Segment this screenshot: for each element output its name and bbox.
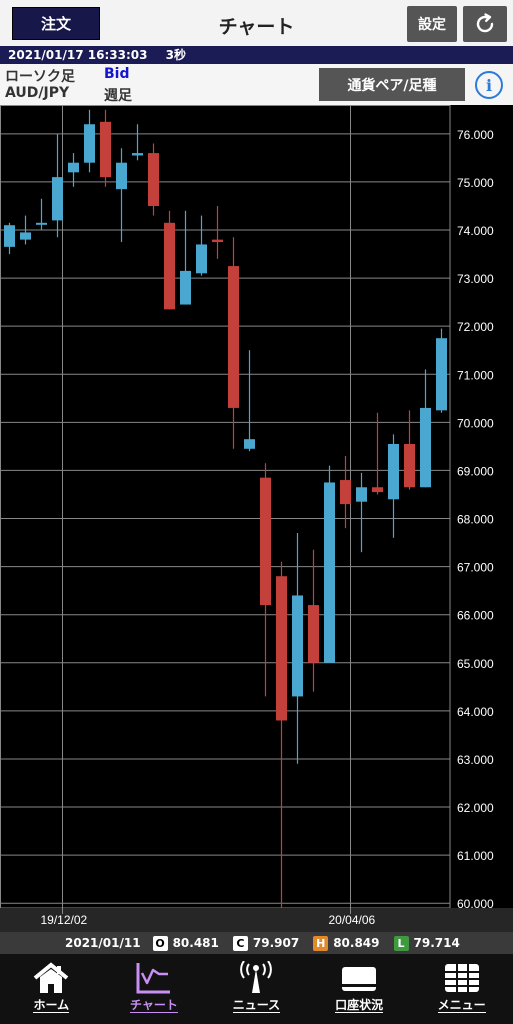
y-tick-label: 72.000 <box>457 320 494 334</box>
tab-chart[interactable]: チャート <box>103 954 206 1024</box>
candle-body-up <box>244 439 255 449</box>
y-tick-label: 67.000 <box>457 561 494 575</box>
candle-body-down <box>276 576 287 721</box>
candle-body-down <box>228 266 239 408</box>
tab-home-label: ホーム <box>33 998 70 1013</box>
y-tick-label: 64.000 <box>457 705 494 719</box>
home-icon <box>31 961 71 995</box>
open-value: 80.481 <box>172 936 219 950</box>
candle-body-up <box>20 232 31 240</box>
candle-body-down <box>148 153 159 206</box>
y-tick-label: 68.000 <box>457 513 494 527</box>
ohlc-date: 2021/01/11 <box>65 936 141 950</box>
candle-body-up <box>324 482 335 663</box>
candle-body-up <box>388 443 399 500</box>
bottom-tab-bar: ホーム チャート ニュース <box>0 954 513 1024</box>
currency-pair-label: AUD/JPY <box>5 85 70 101</box>
refresh-icon <box>476 13 494 33</box>
candle-body-up <box>36 222 47 225</box>
news-icon <box>233 961 279 995</box>
y-tick-label: 63.000 <box>457 753 494 767</box>
candle-body-down <box>308 605 319 663</box>
chart-settings-bar: ローソク足 AUD/JPY Bid 週足 通貨ペア/足種 i <box>0 64 513 105</box>
y-tick-label: 69.000 <box>457 464 494 478</box>
candle-body-up <box>420 407 431 488</box>
y-tick-label: 60.000 <box>457 897 494 911</box>
tab-menu-label: メニュー <box>437 998 486 1013</box>
timestamp: 2021/01/17 16:33:03 <box>8 48 148 62</box>
x-tick-label: 20/04/06 <box>329 913 376 927</box>
ohlc-bar: 2021/01/11 O 80.481 C 79.907 H 80.849 L … <box>0 932 513 954</box>
low-value: 79.714 <box>413 936 460 950</box>
candle-body-up <box>52 177 63 221</box>
candle-body-up <box>196 244 207 274</box>
candle-body-down <box>260 477 271 606</box>
x-tick-label: 19/12/02 <box>41 913 88 927</box>
candle-body-down <box>340 480 351 505</box>
header-bar: 注文 チャート 設定 <box>0 0 513 46</box>
y-tick-label: 70.000 <box>457 416 494 430</box>
tab-news-label: ニュース <box>232 998 281 1013</box>
account-icon <box>339 961 379 995</box>
tab-menu[interactable]: メニュー <box>410 954 513 1024</box>
tab-chart-label: チャート <box>129 998 178 1013</box>
candle-body-up <box>68 162 79 173</box>
candle-body-up <box>356 487 367 502</box>
price-type-label: Bid <box>104 66 130 82</box>
chart-icon <box>134 961 174 995</box>
tab-home[interactable]: ホーム <box>0 954 103 1024</box>
candle-body-down <box>212 239 223 243</box>
candle-body-up <box>4 225 15 247</box>
y-tick-label: 75.000 <box>457 176 494 190</box>
y-tick-label: 62.000 <box>457 801 494 815</box>
x-axis-band <box>0 908 513 932</box>
y-tick-label: 71.000 <box>457 368 494 382</box>
candle-body-down <box>100 121 111 178</box>
menu-icon <box>442 961 482 995</box>
y-tick-label: 76.000 <box>457 128 494 142</box>
close-value: 79.907 <box>252 936 300 950</box>
candle-body-down <box>164 222 175 310</box>
info-icon[interactable]: i <box>475 71 503 99</box>
open-badge: O <box>152 935 168 951</box>
candle-body-up <box>436 338 447 411</box>
order-button[interactable]: 注文 <box>12 7 100 40</box>
info-bar: 2021/01/17 16:33:03 3秒 <box>0 46 513 64</box>
candle-body-up <box>116 162 127 190</box>
candle-body-down <box>372 487 383 493</box>
settings-button[interactable]: 設定 <box>407 6 457 42</box>
candle-body-up <box>84 124 95 163</box>
y-tick-label: 66.000 <box>457 609 494 623</box>
y-tick-label: 65.000 <box>457 657 494 671</box>
plot-border <box>0 105 451 909</box>
close-badge: C <box>232 935 248 951</box>
tab-news[interactable]: ニュース <box>205 954 308 1024</box>
candle-body-up <box>292 595 303 697</box>
y-tick-label: 74.000 <box>457 224 494 238</box>
pair-period-button[interactable]: 通貨ペア/足種 <box>319 68 465 101</box>
tab-account-label: 口座状況 <box>335 998 384 1013</box>
chart-svg: 76.000 75.000 74.000 73.000 72.000 71.000 70.0… <box>0 105 513 932</box>
tab-account[interactable]: 口座状況 <box>308 954 411 1024</box>
low-badge: L <box>393 935 409 951</box>
refresh-button[interactable] <box>463 6 507 42</box>
period-label: 週足 <box>104 88 132 104</box>
candle-body-up <box>132 153 143 156</box>
y-tick-label: 73.000 <box>457 272 494 286</box>
y-tick-label: 61.000 <box>457 849 494 863</box>
candlestick-chart[interactable]: 76.000 75.000 74.000 73.000 72.000 71.000 70.0… <box>0 105 513 932</box>
chart-type-label: ローソク足 <box>5 69 75 85</box>
high-value: 80.849 <box>333 936 380 950</box>
update-interval: 3秒 <box>165 48 186 62</box>
high-badge: H <box>313 935 329 951</box>
candle-body-down <box>404 443 415 488</box>
candle-body-up <box>180 270 191 305</box>
